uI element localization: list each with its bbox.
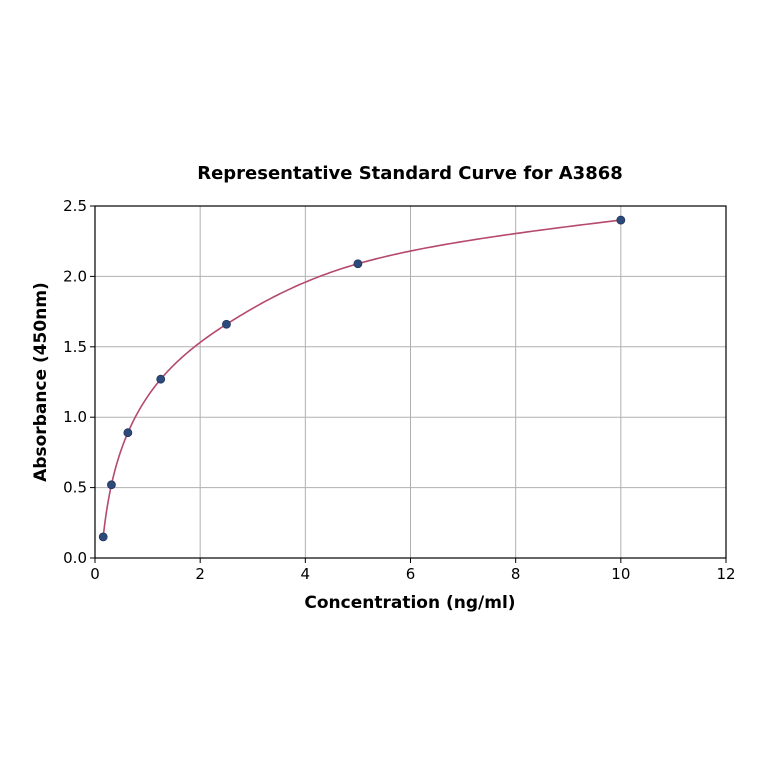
y-tick-label: 0.5 [63, 479, 87, 497]
data-points [98, 215, 626, 542]
data-point [353, 259, 363, 269]
y-tick-label: 1.0 [63, 408, 87, 426]
data-point [222, 319, 231, 329]
data-point [123, 428, 133, 438]
y-tick-label: 2.5 [63, 197, 87, 215]
y-axis-label: Absorbance (450nm) [31, 282, 51, 482]
x-tick-label: 0 [90, 565, 100, 583]
fitted-curve [102, 219, 621, 537]
x-tick-label: 6 [406, 565, 416, 583]
y-tick-label: 1.5 [63, 338, 87, 356]
grid-lines [94, 205, 727, 559]
y-tick-label: 2.0 [63, 267, 87, 285]
x-tick-label: 4 [301, 565, 311, 583]
data-point [107, 480, 116, 490]
y-axis-ticks: 0.0 0.5 1.0 1.5 2.0 2.5 [63, 197, 95, 567]
x-axis-label: Concentration (ng/ml) [304, 593, 515, 613]
x-axis-ticks: 0 2 4 6 8 10 12 [90, 558, 736, 583]
chart-title: Representative Standard Curve for A3868 [197, 163, 623, 184]
y-tick-label: 0.0 [63, 549, 87, 567]
x-tick-label: 2 [195, 565, 205, 583]
x-tick-label: 10 [611, 565, 630, 583]
x-tick-label: 12 [716, 565, 735, 583]
data-point [98, 532, 108, 542]
data-point [156, 374, 166, 384]
x-tick-label: 8 [511, 565, 521, 583]
data-point [616, 215, 626, 225]
